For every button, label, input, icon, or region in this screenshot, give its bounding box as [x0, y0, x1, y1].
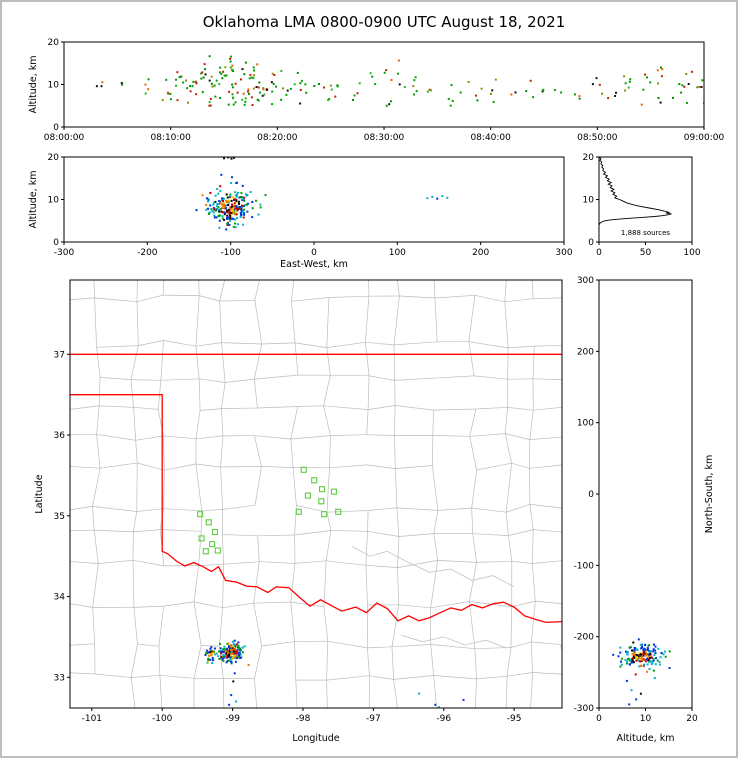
river-line [352, 546, 515, 588]
map-x-axis-label: Longitude [292, 733, 339, 744]
alt_histogram-xtick-label: 0 [596, 248, 602, 258]
altitude-histogram-curve [599, 157, 672, 226]
ew_height-frame [63, 156, 565, 243]
sources-count-label: 1,888 sources [621, 229, 671, 237]
ns_height-ytick-label: 100 [577, 419, 594, 429]
alt_histogram-xtick-label: 100 [683, 248, 700, 258]
ew_height-x-axis-label: East-West, km [280, 259, 348, 270]
map-ytick-label: 37 [54, 350, 65, 360]
time_height-ytick-label: 0 [53, 123, 59, 133]
map-xtick-label: -97 [366, 714, 381, 724]
ns_height-plot-area [612, 638, 671, 706]
ns_height-ytick-label: 300 [577, 276, 594, 286]
time_height-y-axis-label: Altitude, km [28, 56, 39, 114]
time_height-xtick-label: 08:00:00 [44, 133, 85, 143]
time_height-xtick-label: 09:00:00 [684, 133, 725, 143]
ns_height-ytick-label: 200 [577, 347, 594, 357]
ew_height-ytick-label: 10 [48, 196, 60, 206]
ew_height-ytick-label: 20 [48, 153, 60, 163]
ew_height-xtick-label: 100 [389, 248, 406, 258]
figure-title: Oklahoma LMA 0800-0900 UTC August 18, 20… [202, 13, 566, 31]
panel-plan-view-map: -101 -100 -99 -98 -97 -96 -95 33 34 35 36 37 Longitu… [34, 279, 563, 744]
map-ytick-label: 35 [54, 512, 65, 522]
panel-altitude-histogram: 1,888 sources 0 50 100 0 10 20 [583, 153, 701, 258]
lma-station-marker [318, 486, 326, 493]
time_height-xtick-label: 08:40:00 [470, 133, 511, 143]
map-xtick-label: -101 [82, 714, 102, 724]
lma-station-marker [209, 541, 216, 548]
map-xtick-label: -96 [436, 714, 451, 724]
ns_height-xtick-label: 0 [596, 714, 602, 724]
time_height-frame [63, 41, 705, 128]
lma-station-marker [304, 492, 311, 499]
time_height-xtick-label: 08:30:00 [364, 133, 405, 143]
map-ytick-label: 33 [54, 673, 65, 683]
ns_height-xtick-label: 20 [686, 714, 698, 724]
time_height-plot-area [95, 55, 704, 107]
map-ytick-label: 36 [54, 431, 66, 441]
lma-station-marker [300, 466, 307, 473]
map-xtick-label: -98 [296, 714, 311, 724]
panel-east-west-altitude-scatter: -300 -200 -100 0 100 200 300 0 10 20 East-West, km… [28, 153, 573, 270]
alt_histogram-plot-area [599, 157, 672, 226]
time_height-ytick-label: 10 [48, 81, 60, 91]
ew_height-xtick-label: -200 [137, 248, 158, 258]
panel-time-height-scatter: 08:00:00 08:10:00 08:20:00 08:30:00 08:40:00… [28, 38, 724, 143]
ns_height-x-axis-label: Altitude, km [617, 733, 675, 744]
lma-station-marker [318, 498, 325, 505]
ns_height-ytick-label: 0 [588, 490, 594, 500]
map-plot-area [70, 280, 562, 708]
ns_height-y-axis-label: North-South, km [704, 455, 715, 533]
map-xtick-label: -99 [225, 714, 240, 724]
time_height-xtick-label: 08:10:00 [150, 133, 191, 143]
map-ytick-label: 34 [54, 593, 66, 603]
alt_histogram-ytick-label: 0 [588, 238, 594, 248]
map-xtick-label: -100 [152, 714, 173, 724]
ns_height-ytick-label: -100 [574, 561, 595, 571]
time_height-ytick-label: 20 [48, 38, 60, 48]
lma-station-marker [205, 519, 212, 526]
ew_height-xtick-label: 300 [555, 248, 572, 258]
ns_height-ytick-label: -300 [574, 704, 595, 714]
lma-station-marker [198, 535, 205, 542]
alt_histogram-ytick-label: 10 [583, 196, 595, 206]
time_height-xtick-label: 08:50:00 [577, 133, 618, 143]
map-frame [69, 279, 563, 709]
ew_height-plot-area [195, 157, 449, 231]
map-y-axis-label: Latitude [34, 474, 45, 513]
ew_height-xtick-label: -300 [54, 248, 75, 258]
lma-station-marker [311, 477, 318, 484]
lma-station-marker [330, 488, 337, 495]
ew_height-xtick-label: 200 [472, 248, 489, 258]
lma-station-marker [335, 508, 342, 515]
lma-station-marker [202, 548, 209, 555]
lma-station-marker [211, 528, 219, 536]
ew_height-y-axis-label: Altitude, km [28, 171, 39, 229]
river-line [401, 634, 508, 649]
ns_height-ytick-label: -200 [574, 633, 595, 643]
ew_height-xtick-label: 0 [311, 248, 317, 258]
lma-station-marker [197, 511, 204, 518]
state-border-line [70, 394, 562, 624]
time_height-xtick-label: 08:20:00 [257, 133, 298, 143]
ew_height-xtick-label: -100 [220, 248, 241, 258]
alt_histogram-xtick-label: 50 [640, 248, 652, 258]
alt_histogram-ytick-label: 20 [583, 153, 595, 163]
lma-station-marker [321, 511, 328, 518]
map-xtick-label: -95 [507, 714, 522, 724]
lma-station-marker [295, 508, 302, 515]
ew_height-ytick-label: 0 [53, 238, 59, 248]
lma-station-marker [214, 547, 221, 554]
ns_height-xtick-label: 10 [640, 714, 652, 724]
panel-altitude-north-south-scatter: 0 10 20 -300 -200 -100 0 100 200 300 Altitude, km N… [574, 276, 715, 744]
